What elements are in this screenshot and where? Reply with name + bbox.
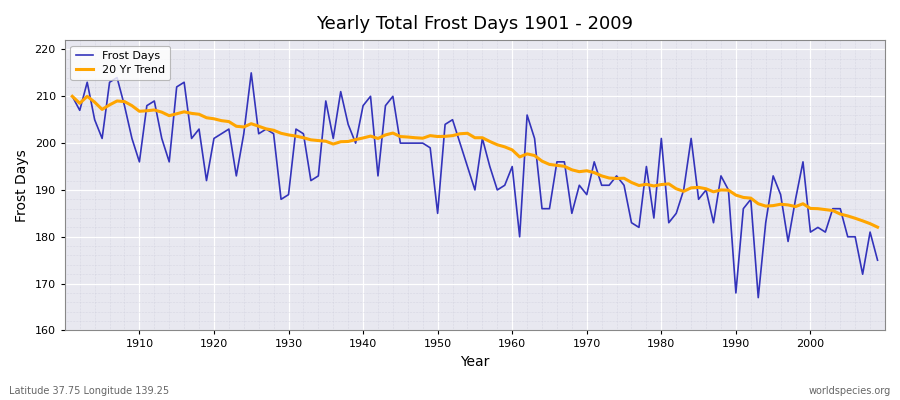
Frost Days <box>507 164 517 169</box>
20 Yr Trend <box>500 144 510 149</box>
Line: 20 Yr Trend: 20 Yr Trend <box>72 96 878 227</box>
20 Yr Trend <box>127 103 138 108</box>
Frost Days <box>343 122 354 127</box>
Legend: Frost Days, 20 Yr Trend: Frost Days, 20 Yr Trend <box>70 46 170 80</box>
20 Yr Trend <box>336 139 346 144</box>
Text: worldspecies.org: worldspecies.org <box>809 386 891 396</box>
X-axis label: Year: Year <box>460 355 490 369</box>
Text: Latitude 37.75 Longitude 139.25: Latitude 37.75 Longitude 139.25 <box>9 386 169 396</box>
Frost Days <box>872 258 883 262</box>
Frost Days <box>298 131 309 136</box>
20 Yr Trend <box>507 148 517 152</box>
Frost Days <box>604 183 615 188</box>
Title: Yearly Total Frost Days 1901 - 2009: Yearly Total Frost Days 1901 - 2009 <box>317 15 634 33</box>
20 Yr Trend <box>597 174 608 178</box>
20 Yr Trend <box>67 94 77 99</box>
Frost Days <box>67 94 77 99</box>
Frost Days <box>127 136 138 141</box>
Y-axis label: Frost Days: Frost Days <box>15 149 29 222</box>
20 Yr Trend <box>872 225 883 230</box>
Frost Days <box>752 295 763 300</box>
20 Yr Trend <box>291 134 302 138</box>
Line: Frost Days: Frost Days <box>72 73 878 298</box>
Frost Days <box>246 70 256 75</box>
Frost Days <box>514 234 525 239</box>
